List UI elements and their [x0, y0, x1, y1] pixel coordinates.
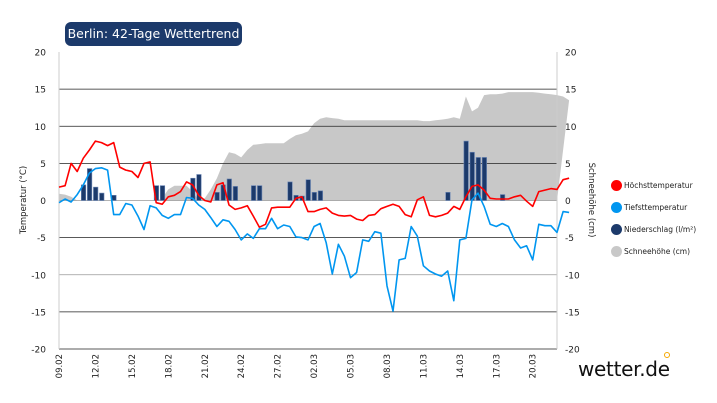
y-tick-label-right: -20 [565, 346, 580, 356]
x-tick-label: 20.03 [529, 354, 539, 378]
precipitation-bar [317, 190, 323, 201]
precipitation-bar [305, 179, 311, 201]
precipitation-bar [93, 186, 99, 201]
y-axis-title-right: Schneehöhe (cm) [586, 163, 596, 238]
precipitation-bar [232, 186, 238, 201]
x-tick-label: 14.03 [456, 354, 466, 378]
legend-label: Höchsttemperatur [624, 180, 693, 190]
x-tick-label: 24.02 [237, 354, 247, 378]
x-tick-label: 11.03 [419, 354, 429, 378]
legend-item-precipitation[interactable]: Niederschlag (l/m²) [611, 218, 696, 240]
y-tick-label-right: 0 [565, 197, 571, 207]
legend-label: Tiefsttemperatur [624, 202, 688, 212]
x-tick-label: 05.03 [347, 354, 357, 378]
y-tick-label-left: 15 [35, 86, 46, 96]
precipitation-bar [159, 185, 166, 201]
legend-item-min-temp[interactable]: Tiefsttemperatur [611, 196, 696, 218]
logo-ring-icon [664, 352, 670, 358]
wetter-de-logo: wetter.de [578, 357, 670, 381]
y-tick-label-right: 20 [565, 49, 577, 59]
precipitation-bar [481, 157, 487, 201]
legend-label: Schneehöhe (cm) [624, 246, 690, 256]
x-tick-label: 09.02 [55, 354, 65, 378]
y-tick-label-right: 15 [565, 86, 576, 96]
x-tick-label: 21.02 [201, 354, 211, 378]
y-tick-label-left: -15 [31, 308, 46, 318]
y-axis-title-left: Temperatur (°C) [19, 166, 29, 235]
y-tick-label-right: 5 [565, 160, 571, 170]
legend-dot-icon [611, 201, 622, 213]
y-tick-label-right: -10 [565, 271, 580, 281]
min-temp-line [58, 167, 570, 312]
y-tick-label-left: -20 [31, 346, 46, 356]
legend-item-snow-depth[interactable]: Schneehöhe (cm) [611, 240, 696, 262]
precipitation-bar [500, 194, 506, 201]
x-tick-label: 12.02 [91, 354, 101, 378]
legend-item-max-temp[interactable]: Höchsttemperatur [611, 174, 696, 196]
legend-dot-icon [611, 223, 622, 235]
legend-label: Niederschlag (l/m²) [624, 224, 697, 234]
y-tick-label-left: 10 [35, 123, 47, 133]
x-tick-label: 18.02 [164, 354, 174, 378]
x-tick-label: 02.03 [310, 354, 320, 378]
precipitation-bar [214, 192, 220, 201]
precipitation-bar [196, 174, 202, 201]
y-tick-label-right: -15 [565, 308, 580, 318]
x-tick-label: 27.02 [274, 354, 284, 378]
y-tick-label-right: 10 [565, 123, 577, 133]
x-tick-label: 08.03 [383, 354, 393, 378]
precipitation-bar [463, 140, 469, 201]
x-tick-label: 17.03 [492, 354, 502, 378]
y-tick-label-left: 0 [40, 197, 46, 207]
legend-dot-icon [611, 245, 622, 257]
legend: Höchsttemperatur Tiefsttemperatur Nieder… [611, 174, 696, 262]
legend-dot-icon [611, 179, 622, 191]
precipitation-bar [251, 185, 257, 201]
y-tick-label-left: -10 [31, 271, 46, 281]
y-tick-label-left: 20 [35, 49, 47, 59]
x-tick-label: 15.02 [128, 354, 138, 378]
chart-title: Berlin: 42-Tage Wettertrend [65, 22, 242, 46]
precipitation-bar [311, 192, 317, 201]
precipitation-bar [99, 192, 105, 201]
precipitation-bar [87, 168, 93, 201]
y-tick-label-left: 5 [40, 160, 46, 170]
precipitation-bar [445, 192, 451, 201]
precipitation-bar [226, 178, 232, 201]
precipitation-bar [469, 151, 475, 201]
precipitation-bar [287, 181, 293, 201]
precipitation-bar [257, 185, 263, 201]
max-temp-line [58, 140, 570, 228]
snow-depth-area [59, 92, 570, 201]
y-tick-label-left: -5 [37, 234, 46, 244]
precipitation-bar [475, 157, 481, 201]
y-tick-label-right: -5 [565, 234, 574, 244]
